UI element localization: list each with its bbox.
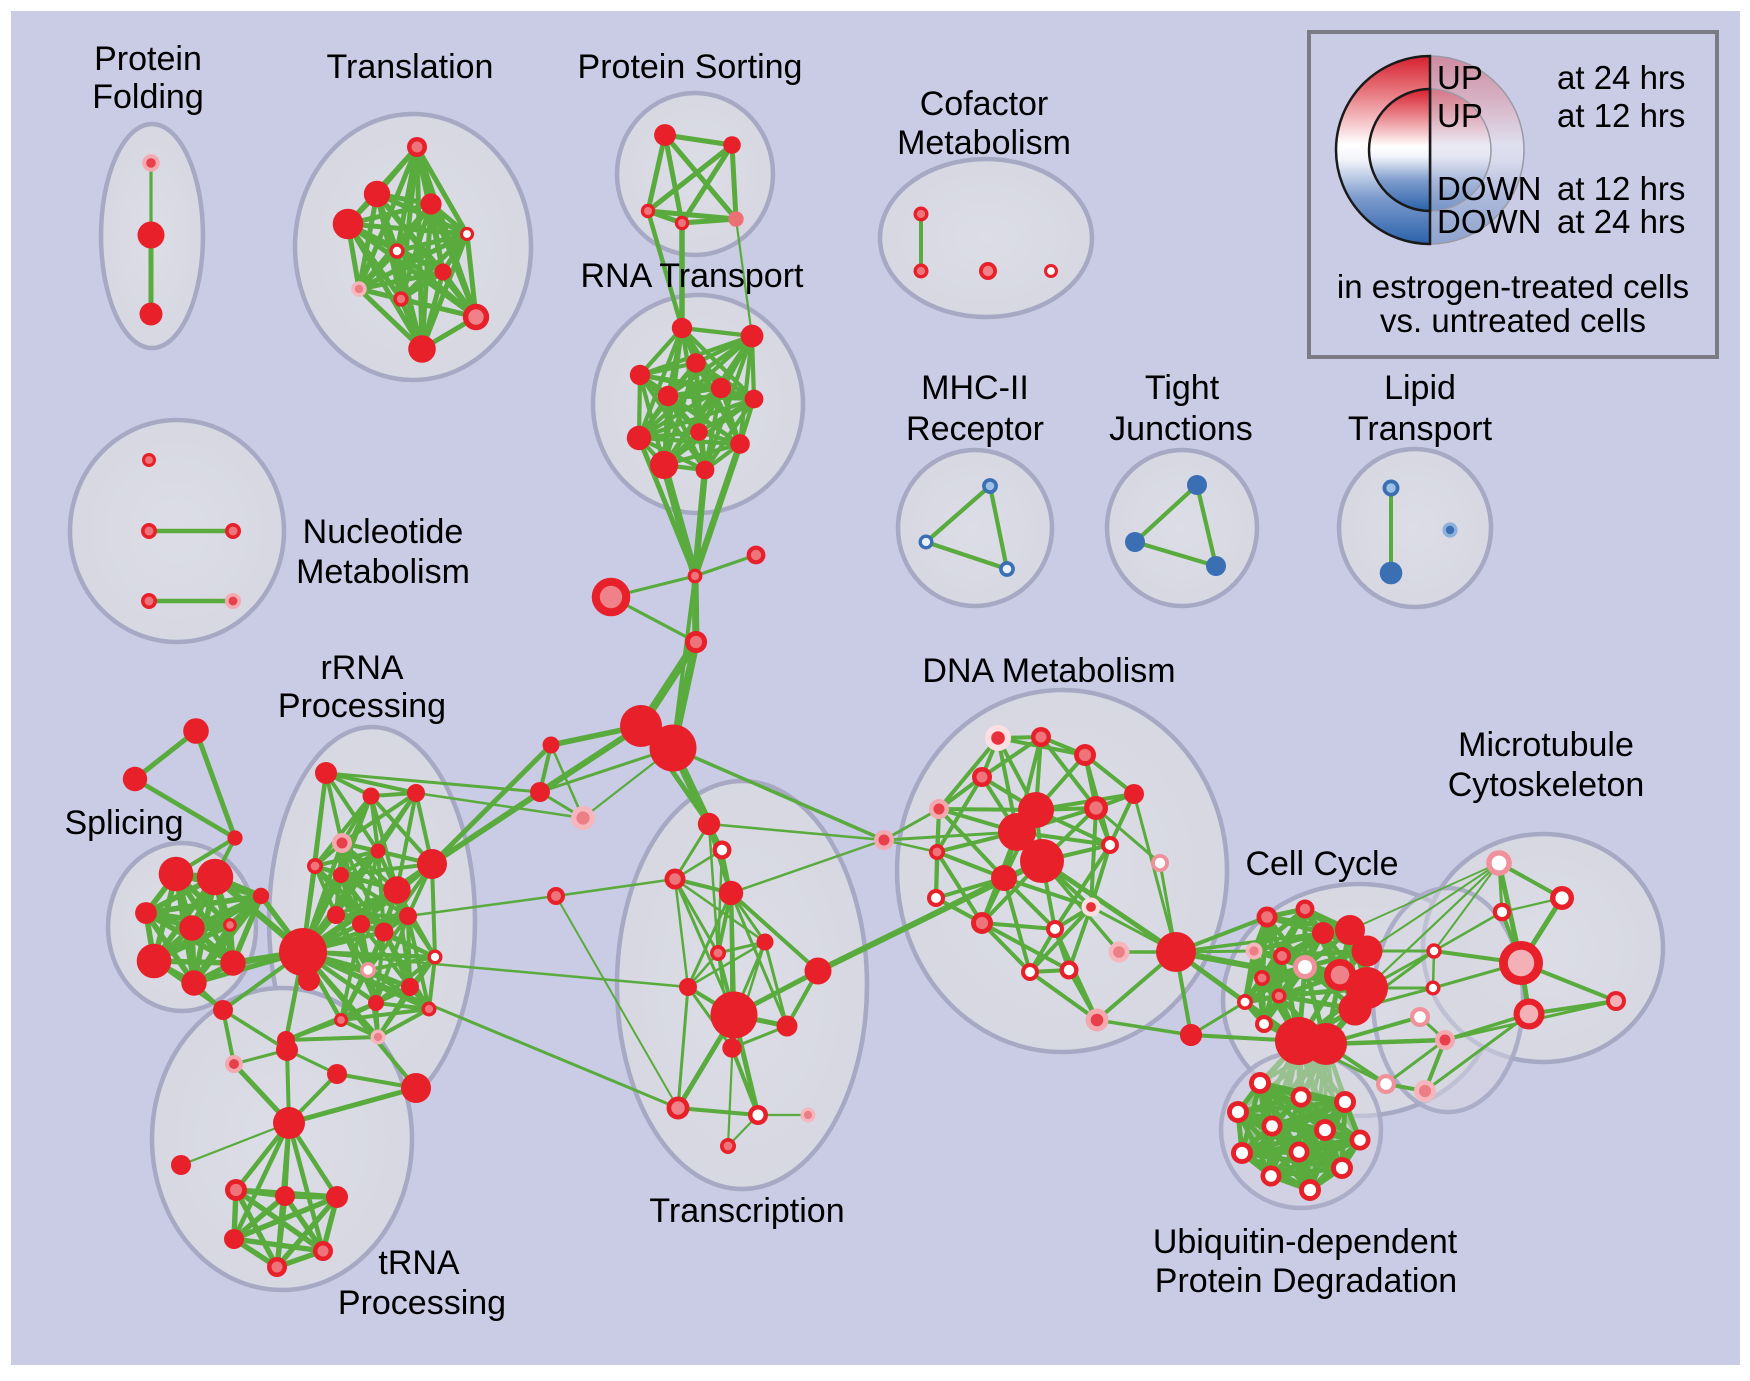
svg-text:vs. untreated cells: vs. untreated cells bbox=[1380, 302, 1646, 339]
svg-text:UP: UP bbox=[1437, 59, 1483, 96]
svg-text:Transcription: Transcription bbox=[649, 1192, 844, 1230]
svg-text:RNA Transport: RNA Transport bbox=[581, 257, 805, 295]
svg-text:Junctions: Junctions bbox=[1109, 410, 1253, 448]
svg-text:Receptor: Receptor bbox=[906, 410, 1044, 448]
svg-text:at 24 hrs: at 24 hrs bbox=[1557, 59, 1685, 96]
svg-text:Microtubule: Microtubule bbox=[1458, 726, 1634, 764]
svg-text:Transport: Transport bbox=[1348, 410, 1493, 448]
svg-text:Protein Degradation: Protein Degradation bbox=[1155, 1262, 1457, 1300]
svg-text:Translation: Translation bbox=[327, 48, 494, 86]
svg-text:DNA Metabolism: DNA Metabolism bbox=[922, 652, 1175, 690]
svg-text:at 12 hrs: at 12 hrs bbox=[1557, 97, 1685, 134]
svg-text:Tight: Tight bbox=[1145, 369, 1220, 407]
svg-text:at 24 hrs: at 24 hrs bbox=[1557, 203, 1685, 240]
svg-text:Splicing: Splicing bbox=[64, 804, 183, 842]
svg-text:Protein Sorting: Protein Sorting bbox=[578, 48, 803, 86]
svg-text:Metabolism: Metabolism bbox=[897, 124, 1071, 162]
svg-text:MHC-II: MHC-II bbox=[921, 369, 1029, 407]
svg-text:UP: UP bbox=[1437, 97, 1483, 134]
svg-text:rRNA: rRNA bbox=[320, 649, 403, 687]
svg-text:Metabolism: Metabolism bbox=[296, 553, 470, 591]
svg-text:DOWN: DOWN bbox=[1437, 170, 1541, 207]
svg-text:Processing: Processing bbox=[278, 687, 446, 725]
svg-text:Cofactor: Cofactor bbox=[920, 85, 1049, 123]
svg-text:Cell Cycle: Cell Cycle bbox=[1245, 845, 1398, 883]
svg-text:Folding: Folding bbox=[92, 78, 204, 116]
svg-text:Nucleotide: Nucleotide bbox=[303, 513, 464, 551]
svg-text:Processing: Processing bbox=[338, 1284, 506, 1322]
svg-text:at 12 hrs: at 12 hrs bbox=[1557, 170, 1685, 207]
svg-text:Protein: Protein bbox=[94, 40, 202, 78]
svg-text:Ubiquitin-dependent: Ubiquitin-dependent bbox=[1153, 1223, 1458, 1261]
svg-text:in estrogen-treated cells: in estrogen-treated cells bbox=[1337, 268, 1689, 305]
svg-text:Cytoskeleton: Cytoskeleton bbox=[1448, 766, 1645, 804]
svg-text:Lipid: Lipid bbox=[1384, 369, 1456, 407]
svg-text:tRNA: tRNA bbox=[378, 1244, 460, 1282]
svg-text:DOWN: DOWN bbox=[1437, 203, 1541, 240]
